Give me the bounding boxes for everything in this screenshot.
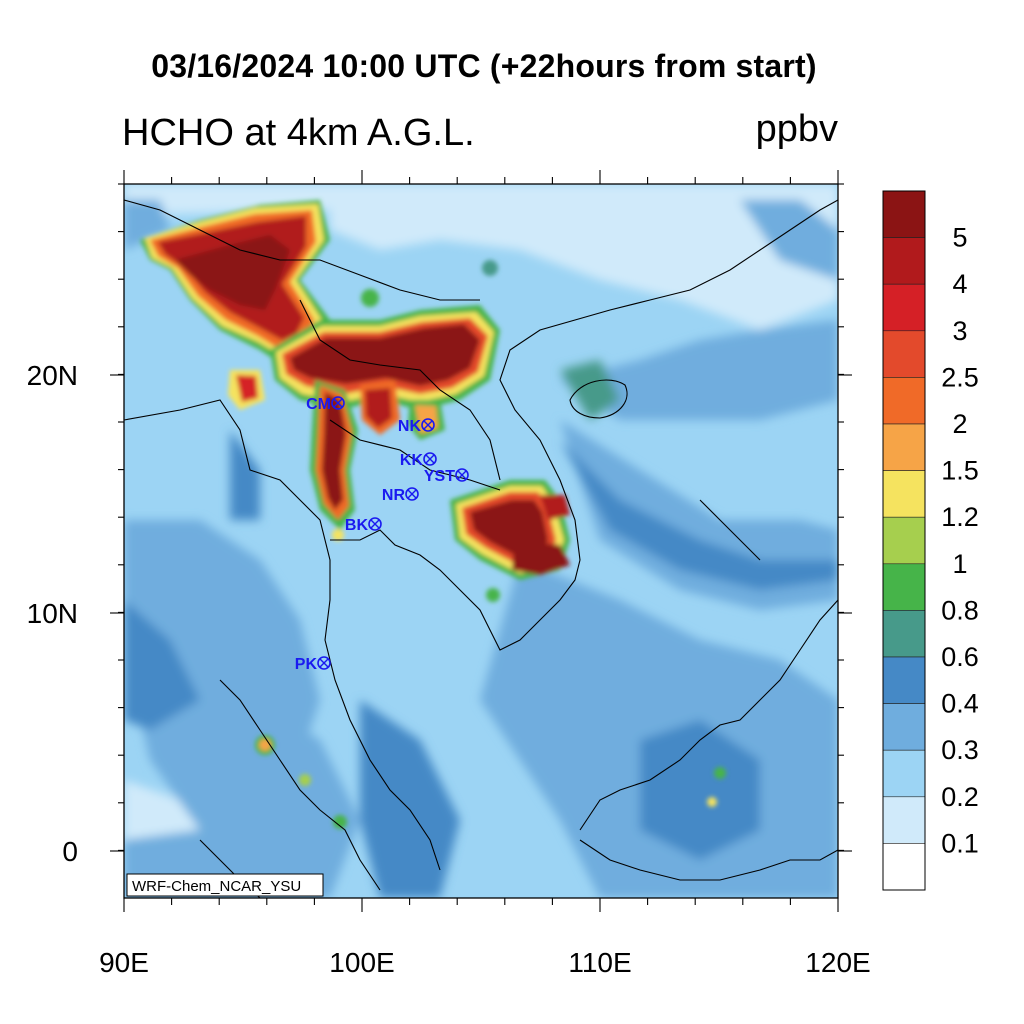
station-marker-icon — [421, 418, 435, 432]
colorbar-swatch — [882, 330, 926, 378]
colorbar-swatch — [882, 610, 926, 658]
colorbar-label: 1.2 — [941, 502, 979, 532]
station-nr: NR — [382, 487, 419, 504]
colorbar-swatch — [882, 563, 926, 611]
colorbar-swatch — [882, 843, 926, 891]
colorbar-swatch — [882, 656, 926, 704]
station-label: NR — [382, 487, 406, 504]
colorbar-label: 1 — [952, 549, 967, 579]
colorbar-label: 0.8 — [941, 595, 979, 625]
colorbar-label: 1.5 — [941, 456, 979, 486]
station-label: YST — [424, 468, 455, 485]
colorbar-label: 0.1 — [941, 828, 979, 858]
colorbar-swatch — [882, 423, 926, 471]
x-tick-label: 120E — [805, 947, 870, 978]
colorbar: 5 4 3 2.5 2 1.5 1.2 1 0.8 0.6 0.4 0.3 0.2 0.1 — [882, 190, 979, 891]
y-tick-label: 0 — [62, 836, 78, 867]
model-label-box: WRF-Chem_NCAR_YSU — [126, 873, 324, 897]
station-marker-icon — [423, 452, 437, 466]
station-cm: CM — [306, 396, 345, 413]
station-label: KK — [400, 452, 424, 469]
y-tick-label: 10N — [27, 598, 78, 629]
colorbar-label: 4 — [952, 269, 967, 299]
x-tick-label: 90E — [99, 947, 149, 978]
station-marker-icon — [331, 396, 345, 410]
station-nk: NK — [398, 418, 435, 435]
station-label: NK — [398, 418, 422, 435]
station-yst: YST — [424, 468, 469, 485]
colorbar-swatch — [882, 377, 926, 425]
station-label: PK — [295, 656, 318, 673]
colorbar-swatch — [882, 283, 926, 332]
coastlines — [124, 199, 838, 898]
colorbar-swatch — [882, 749, 926, 798]
plot-frame — [110, 170, 852, 912]
model-label: WRF-Chem_NCAR_YSU — [132, 878, 301, 895]
colorbar-label: 0.3 — [941, 735, 979, 765]
x-tick-label: 100E — [329, 947, 394, 978]
colorbar-swatch — [882, 796, 926, 844]
station-label: BK — [345, 517, 369, 534]
colorbar-swatch — [882, 703, 926, 751]
map-field — [124, 184, 838, 898]
colorbar-swatch — [882, 190, 926, 238]
station-marker-icon — [368, 517, 382, 531]
colorbar-label: 0.4 — [941, 689, 979, 719]
x-tick-label: 110E — [568, 947, 631, 978]
station-marker-icon — [405, 487, 419, 501]
colorbar-label: 0.6 — [941, 642, 979, 672]
colorbar-swatch — [882, 516, 926, 565]
colorbar-label: 2.5 — [941, 362, 979, 392]
station-kk: KK — [400, 452, 437, 469]
station-bk: BK — [345, 517, 382, 534]
station-marker-icon — [455, 468, 469, 482]
x-axis-labels: 90E 100E 110E 120E — [99, 947, 871, 978]
colorbar-swatch — [882, 470, 926, 518]
colorbar-label: 3 — [952, 316, 967, 346]
station-pk: PK — [295, 656, 331, 673]
y-axis-labels: 20N 10N 0 — [27, 360, 78, 867]
colorbar-label: 0.2 — [941, 782, 979, 812]
colorbar-label: 2 — [952, 409, 967, 439]
station-marker-icon — [317, 656, 331, 670]
colorbar-swatch — [882, 237, 926, 285]
station-label: CM — [306, 396, 331, 413]
variable-title: HCHO at 4km A.G.L. — [122, 112, 475, 154]
colorbar-label: 5 — [952, 223, 967, 253]
map-title: 03/16/2024 10:00 UTC (+22hours from star… — [151, 48, 817, 84]
y-tick-label: 20N — [27, 360, 78, 391]
units-label: ppbv — [755, 108, 838, 150]
